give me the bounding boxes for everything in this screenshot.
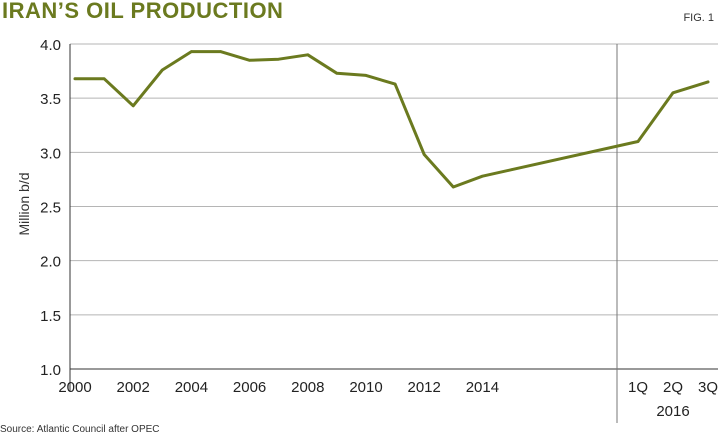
y-tick-label: 1.5 xyxy=(40,308,61,325)
y-tick-label: 1.0 xyxy=(40,362,61,379)
source-note: Source: Atlantic Council after OPEC xyxy=(0,424,160,435)
data-point xyxy=(131,104,135,108)
data-point xyxy=(73,77,77,80)
x-tick-labels: 2000 2002 2004 2006 2008 2010 2012 2014 1Q 2Q 3Q 20… xyxy=(58,379,718,420)
data-point xyxy=(219,50,222,53)
data-point xyxy=(277,57,281,61)
y-tick-labels: 1.0 1.5 2.0 2.5 3.0 3.5 4.0 xyxy=(40,37,61,379)
axes xyxy=(69,44,718,423)
y-tick-label: 2.5 xyxy=(40,200,61,217)
y-tick-label: 3.0 xyxy=(40,145,61,162)
data-point xyxy=(636,140,640,143)
data-point xyxy=(306,53,310,57)
x-tick-label: 2014 xyxy=(466,379,499,396)
gridlines xyxy=(70,43,718,316)
data-point xyxy=(510,168,513,171)
data-point xyxy=(671,91,675,95)
x-tick-label: 2002 xyxy=(117,379,150,396)
figure-label: FIG. 1 xyxy=(683,12,714,24)
data-point xyxy=(706,80,710,84)
data-point xyxy=(102,77,106,80)
data-point xyxy=(364,74,368,77)
data-point xyxy=(393,82,397,86)
data-point xyxy=(452,185,455,189)
chart-title: IRAN’S OIL PRODUCTION xyxy=(2,0,284,23)
x-tick-label: 2000 xyxy=(58,379,91,396)
data-point xyxy=(248,59,251,62)
x-tick-label: 2008 xyxy=(291,379,324,396)
x-tick-label: 2012 xyxy=(408,379,441,396)
data-point xyxy=(481,174,484,178)
x-tick-label: 2Q xyxy=(663,379,683,396)
series-line xyxy=(73,50,710,189)
series-group xyxy=(73,50,710,189)
x-tick-label: 2004 xyxy=(175,379,208,396)
y-tick-label: 2.0 xyxy=(40,254,61,271)
data-point xyxy=(335,72,339,75)
quarter-group-label: 2016 xyxy=(656,403,689,420)
data-point xyxy=(422,153,426,156)
x-tick-label: 2010 xyxy=(349,379,382,396)
y-tick-label: 3.5 xyxy=(40,91,61,108)
y-tick-label: 4.0 xyxy=(40,37,61,54)
data-point xyxy=(161,68,164,72)
x-tick-label: 3Q xyxy=(698,379,718,396)
x-tick-label: 1Q xyxy=(628,379,648,396)
x-tick-label: 2006 xyxy=(233,379,266,396)
data-point xyxy=(190,50,193,53)
